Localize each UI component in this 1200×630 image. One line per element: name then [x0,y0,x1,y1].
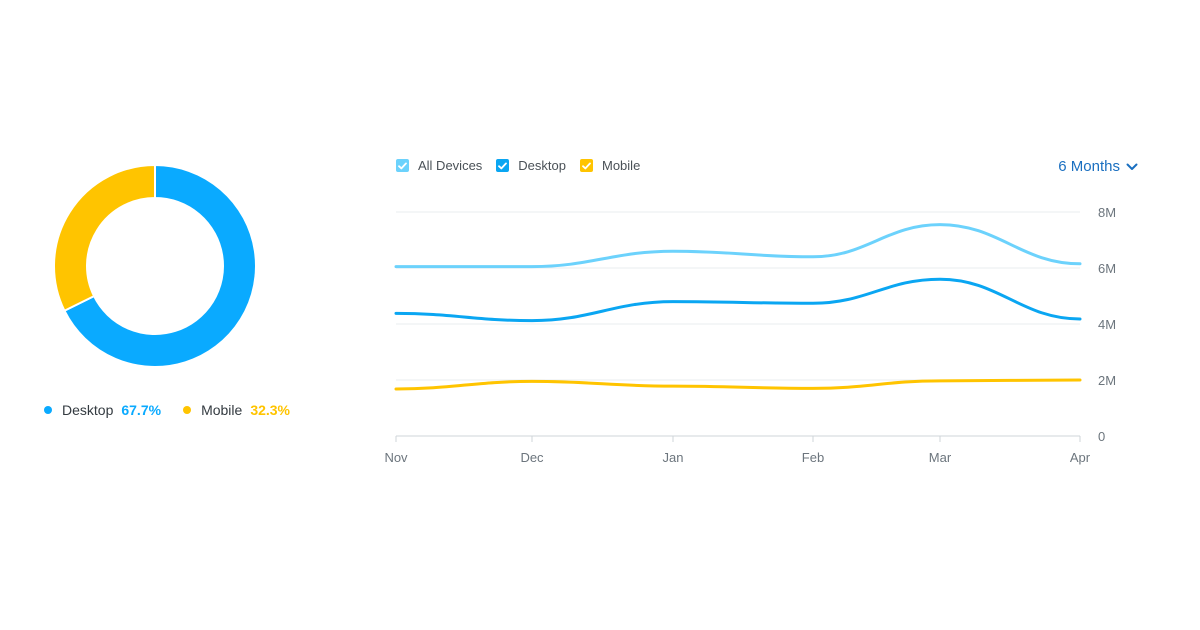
time-range-label: 6 Months [1058,158,1120,175]
series-toggle-legend: All Devices Desktop Mobile [396,158,654,173]
mobile-share-value: 32.3% [250,402,291,418]
donut-slice-desktop [63,163,257,368]
desktop-legend-dot [44,406,52,414]
x-tick-label-nov: Nov [384,450,408,465]
monthly-visits-line-chart: 0 2M 4M 6M 8M Nov Dec Jan Feb Mar Apr [384,205,1116,465]
x-tick-label-feb: Feb [802,450,824,465]
series-line-mobile [394,378,1082,391]
y-tick-label-0: 0 [1098,429,1105,444]
time-range-dropdown[interactable]: 6 Months [1058,158,1138,175]
toggle-all-devices[interactable]: All Devices [396,158,482,173]
x-tick-label-apr: Apr [1070,450,1091,465]
toggle-all-devices-label: All Devices [418,158,483,173]
x-tick-label-jan: Jan [663,450,684,465]
donut-slice-mobile [53,163,156,313]
chevron-down-icon [1126,163,1138,171]
check-icon[interactable] [580,159,593,172]
series-line-all-devices [394,223,1082,269]
legend-entry-mobile: Mobile 32.3% [183,402,290,418]
x-tick-label-dec: Dec [520,450,544,465]
device-share-donut-chart [53,163,257,368]
legend-entry-desktop: Desktop 67.7% [44,402,161,418]
desktop-share-value: 67.7% [121,402,162,418]
y-tick-label-8m: 8M [1098,205,1116,220]
donut-legend: Desktop 67.7% Mobile 32.3% [44,402,312,418]
mobile-legend-label: Mobile [201,402,243,418]
check-icon[interactable] [396,159,409,172]
x-tick-label-mar: Mar [929,450,952,465]
y-tick-label-6m: 6M [1098,261,1116,276]
desktop-legend-label: Desktop [62,402,114,418]
toggle-mobile[interactable]: Mobile [580,158,640,173]
series-line-desktop [394,277,1082,323]
mobile-legend-dot [183,406,192,414]
toggle-desktop[interactable]: Desktop [496,158,566,173]
toggle-mobile-label: Mobile [602,158,641,173]
y-tick-label-4m: 4M [1098,317,1116,332]
check-icon[interactable] [496,159,510,172]
y-tick-label-2m: 2M [1098,373,1116,388]
toggle-desktop-label: Desktop [518,158,566,173]
